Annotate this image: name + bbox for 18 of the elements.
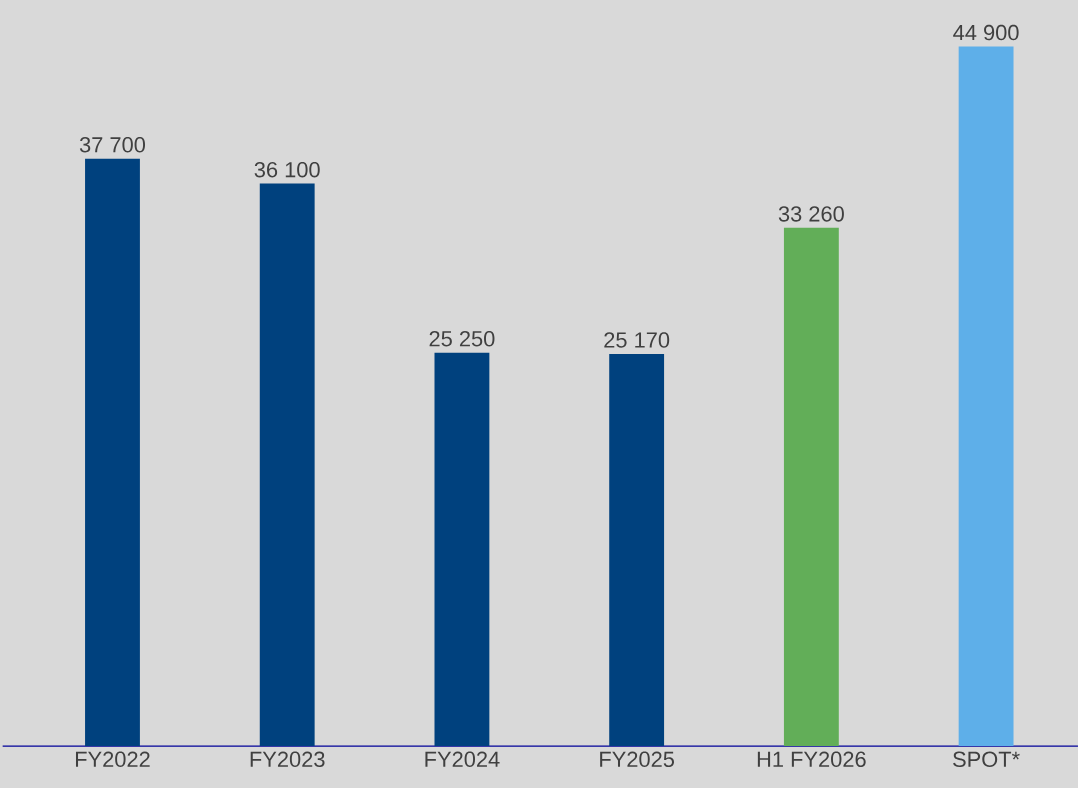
- x-tick-label: FY2022: [75, 751, 150, 768]
- x-tick-label: FY2025: [600, 751, 675, 768]
- bar: [783, 227, 839, 747]
- data-label: 37 700: [79, 137, 146, 153]
- data-label: 25 250: [429, 331, 495, 347]
- bar: [434, 352, 490, 747]
- x-tick-label: FY2023: [250, 751, 325, 768]
- bar: [85, 158, 140, 747]
- bar: [259, 183, 315, 747]
- data-label: 36 100: [254, 161, 320, 178]
- x-tick-label: H1 FY2026: [757, 751, 866, 768]
- data-label: 25 170: [604, 332, 670, 348]
- data-label: 44 900: [953, 24, 1019, 41]
- x-tick-label: FY2024: [425, 751, 500, 768]
- bar: [958, 46, 1014, 747]
- x-tick-label: SPOT*: [953, 751, 1020, 768]
- data-label: 33 260: [778, 206, 844, 222]
- bar: [609, 353, 665, 747]
